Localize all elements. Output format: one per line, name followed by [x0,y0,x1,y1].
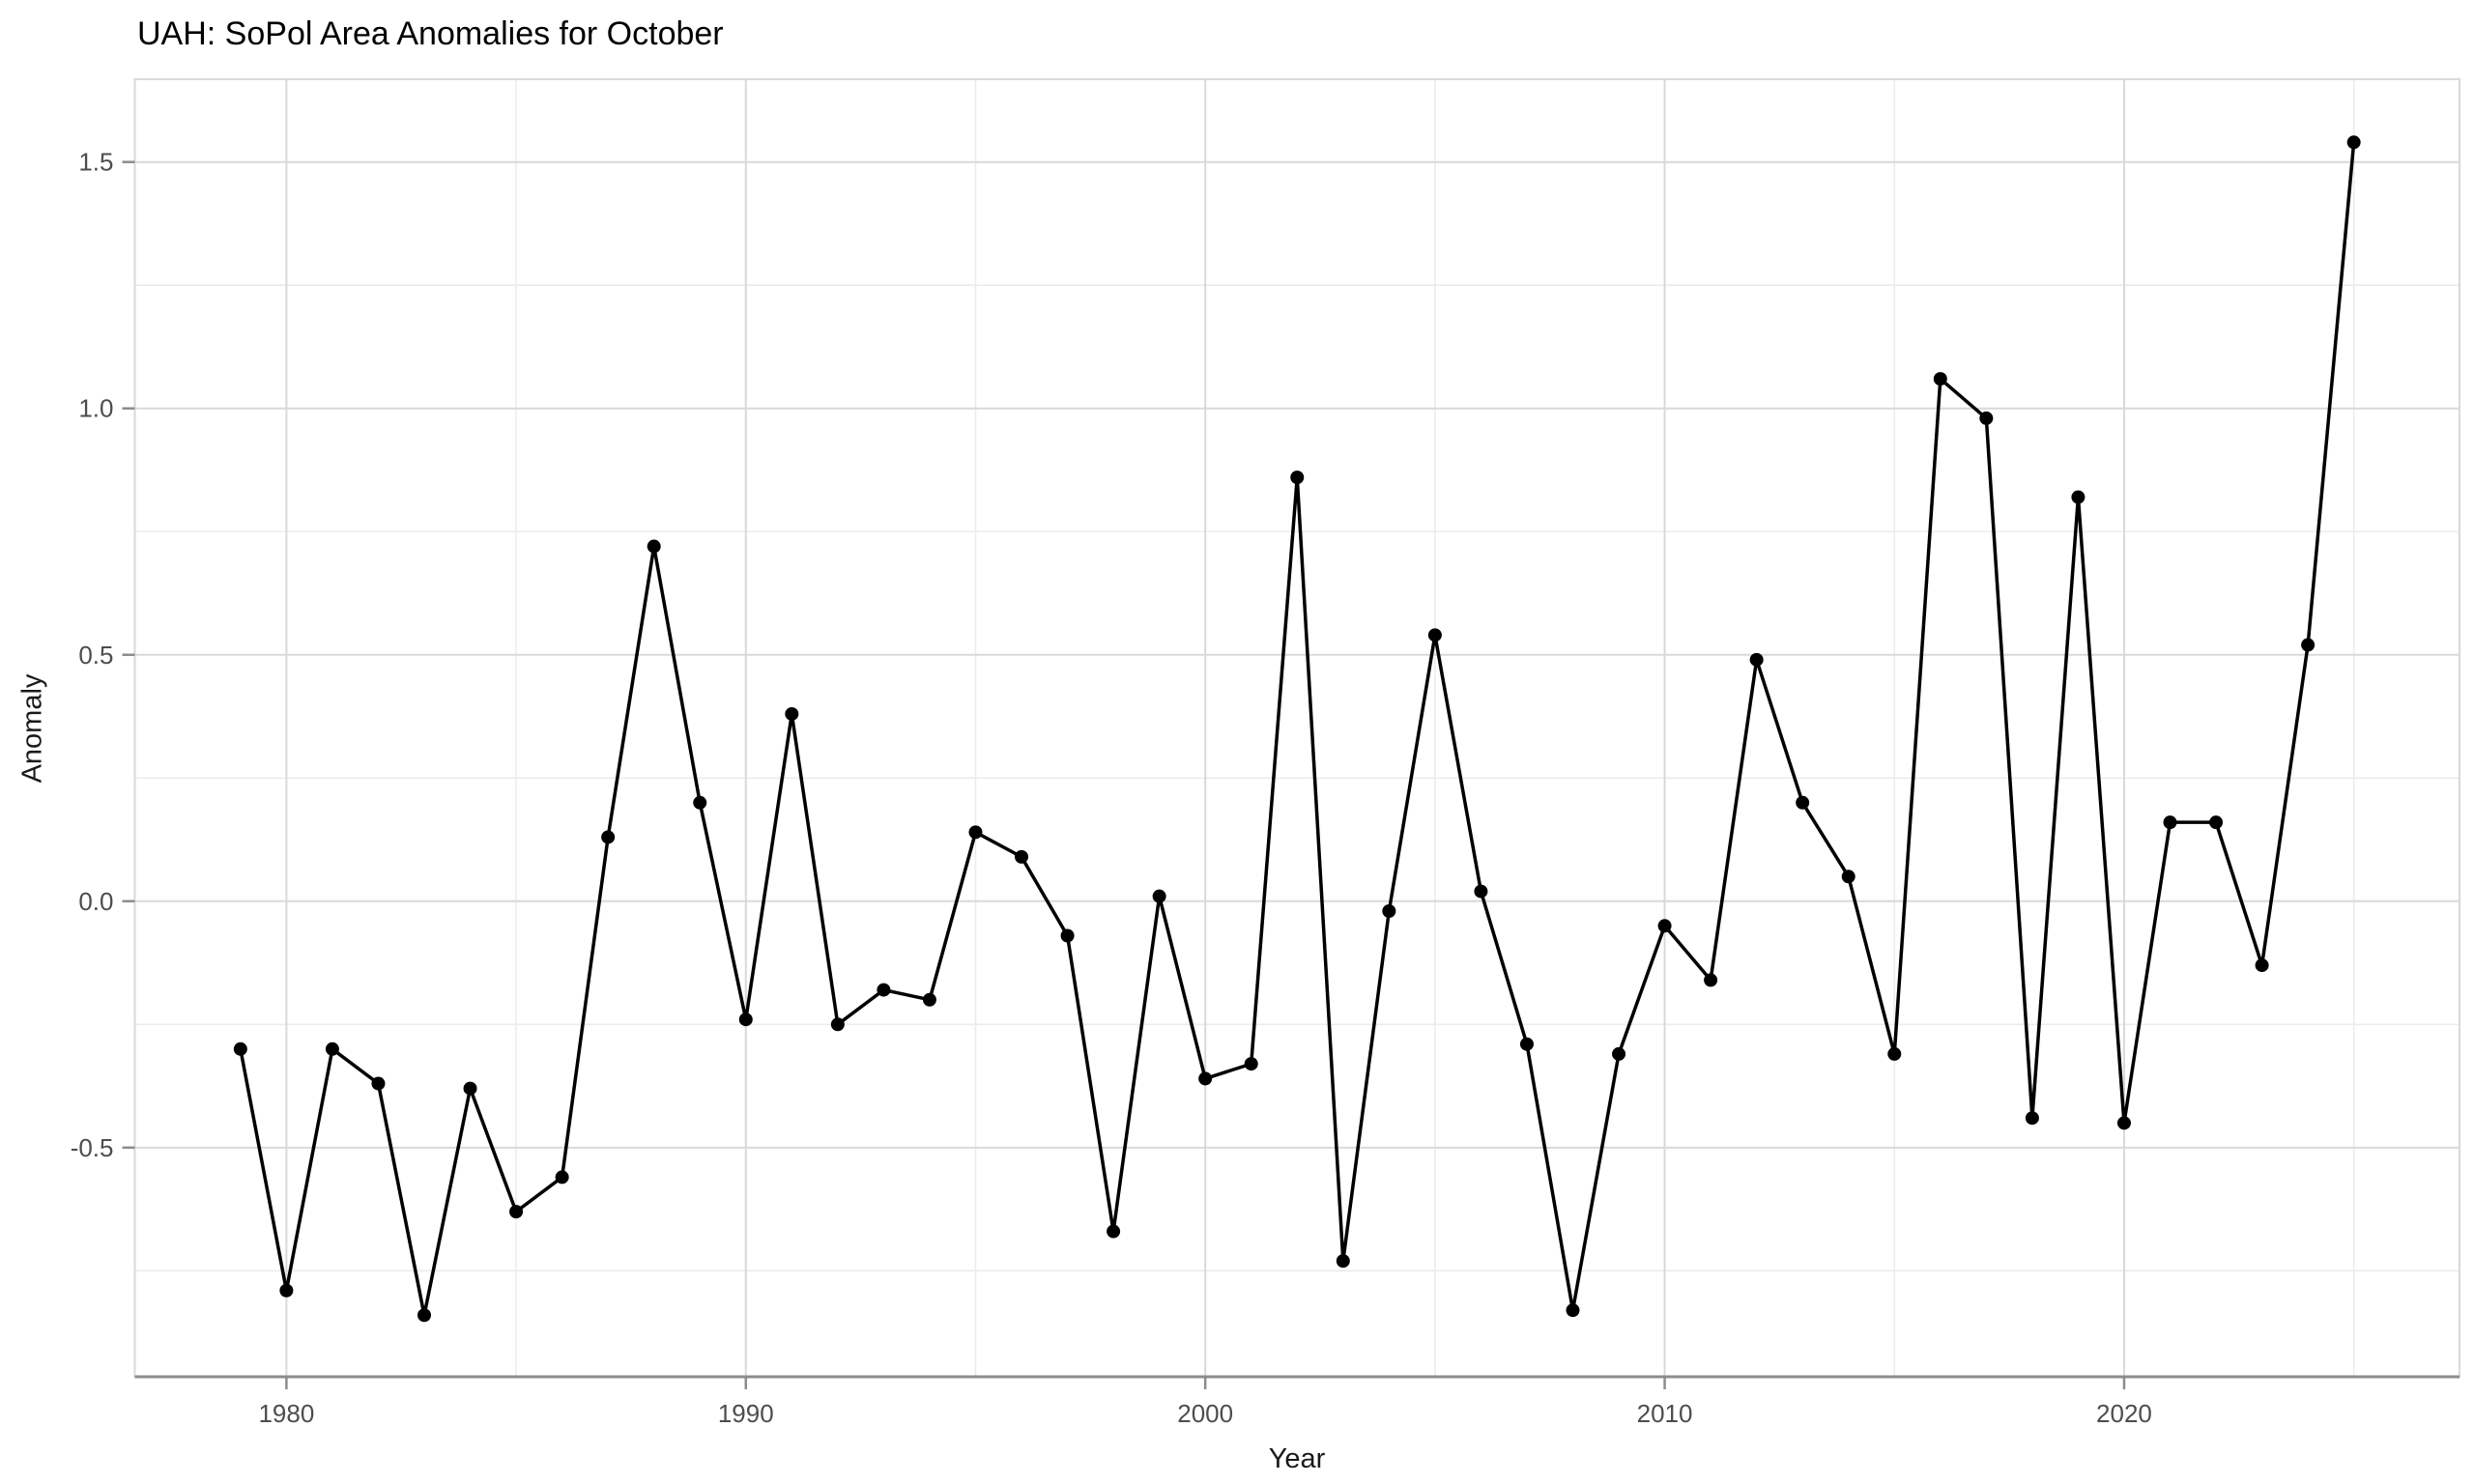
x-tick-labels: 1980 1990 2000 2010 2020 [258,1399,2151,1428]
data-point-1985 [509,1205,524,1219]
data-point-1995 [968,825,983,840]
data-point-1999 [1152,889,1166,903]
data-point-2010 [1657,919,1672,933]
data-point-2025 [2346,135,2361,150]
data-point-1980 [279,1283,294,1298]
data-point-1983 [417,1308,431,1323]
data-point-2015 [1887,1046,1902,1061]
data-point-2009 [1612,1046,1626,1061]
y-tick-label: 1.5 [78,148,113,177]
data-point-1996 [1015,849,1029,864]
data-point-2004 [1382,903,1396,918]
y-tick-label: 1.0 [78,394,113,423]
data-point-1987 [601,830,616,844]
data-point-1984 [463,1081,477,1096]
data-point-2011 [1704,973,1718,987]
data-point-2023 [2255,958,2269,973]
data-point-1989 [693,795,707,810]
data-point-2002 [1290,471,1305,485]
x-tick-label: 1980 [258,1399,314,1428]
data-point-1979 [233,1042,247,1056]
data-point-1993 [877,983,891,997]
data-point-2012 [1749,652,1764,667]
data-point-2008 [1566,1303,1580,1318]
axis-ticks [122,160,2126,1389]
data-point-2018 [2025,1111,2039,1126]
grid-major [134,79,2460,1377]
x-tick-label: 2010 [1637,1399,1693,1428]
data-point-2020 [2116,1116,2131,1130]
data-point-1990 [738,1013,753,1027]
data-point-2001 [1244,1057,1258,1071]
data-line [239,140,2356,1317]
data-point-1981 [325,1042,339,1056]
data-point-2003 [1336,1254,1350,1269]
y-tick-labels: 1.5 1.0 0.5 0.0 -0.5 [71,148,114,1162]
y-tick-label: 0.0 [78,887,113,916]
data-point-2006 [1474,884,1488,899]
data-point-2019 [2071,490,2086,504]
panel-border [133,78,2460,1378]
data-point-2007 [1519,1037,1534,1051]
data-point-2005 [1427,628,1442,642]
data-point-1988 [647,539,661,554]
data-point-2022 [2209,815,2224,830]
x-tick-label: 2000 [1177,1399,1233,1428]
x-tick-label: 1990 [718,1399,774,1428]
chart-title: UAH: SoPol Area Anomalies for October [137,15,724,52]
data-point-2024 [2301,638,2316,652]
grid-minor [134,79,2460,1377]
data-point-2017 [1979,411,1994,425]
data-point-1998 [1107,1224,1121,1239]
data-point-1992 [830,1017,845,1032]
data-point-1997 [1060,928,1075,943]
data-points [233,135,2361,1323]
data-point-1991 [785,706,799,721]
data-point-1986 [555,1170,569,1184]
x-tick-label: 2020 [2096,1399,2152,1428]
data-point-2016 [1933,372,1947,386]
data-point-2000 [1198,1071,1213,1086]
data-point-1982 [371,1076,386,1091]
x-axis-title: Year [1268,1443,1326,1474]
data-point-1994 [922,992,936,1007]
y-tick-label: -0.5 [71,1133,114,1162]
y-tick-label: 0.5 [78,641,113,670]
data-point-2013 [1796,795,1810,810]
data-point-2021 [2163,815,2177,830]
data-point-2014 [1841,870,1856,884]
